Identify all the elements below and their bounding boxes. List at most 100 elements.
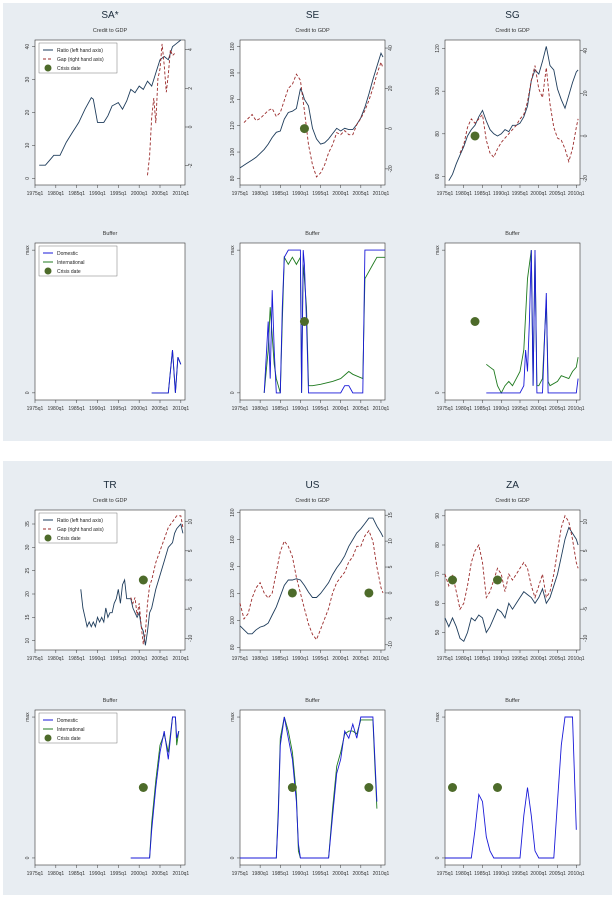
panel-subtitle: Credit to GDP: [93, 498, 128, 504]
y-tick-label-right: 10: [583, 519, 589, 525]
x-tick-label: 1990q1: [292, 656, 309, 662]
y-tick-label-right: -5: [188, 607, 194, 612]
y-tick-label-left: 100: [230, 148, 236, 157]
x-tick-label: 1995q1: [312, 191, 329, 197]
x-tick-label: 1995q1: [512, 406, 529, 412]
x-tick-label: 2000q1: [131, 191, 148, 197]
legend-label: Ratio (left hand axis): [57, 48, 103, 54]
x-tick-label: 1990q1: [493, 871, 510, 877]
legend-label: Crisis date: [57, 66, 81, 72]
crisis-marker: [299, 317, 309, 326]
y-tick-label: 0: [230, 391, 236, 394]
legend: Ratio (left hand axis) Gap (right hand ax…: [38, 42, 118, 74]
series-gap-line: [147, 43, 175, 176]
x-tick-label: 1985q1: [474, 871, 491, 877]
x-tick-label: 1990q1: [89, 191, 106, 197]
x-tick-label: 1985q1: [474, 406, 491, 412]
x-tick-label: 1975q1: [437, 871, 454, 877]
y-tick-label-left: 90: [435, 513, 441, 519]
x-tick-label: 1980q1: [47, 406, 64, 412]
x-tick-label: 2010q1: [172, 656, 189, 662]
x-tick-label: 2005q1: [352, 406, 369, 412]
y-tick-label-left: 100: [230, 616, 236, 625]
x-tick-label: 1980q1: [47, 191, 64, 197]
x-tick-label: 2005q1: [549, 191, 566, 197]
x-tick-label: 2005q1: [152, 191, 169, 197]
legend-label: Gap (right hand axis): [57, 527, 104, 533]
panel-title: ZA: [506, 480, 519, 491]
y-tick-label-right: 0: [583, 578, 589, 581]
series-ratio-line: [448, 46, 579, 181]
crisis-marker: [138, 575, 148, 585]
x-tick-label: 1995q1: [512, 191, 529, 197]
y-tick-label-left: 140: [230, 95, 236, 104]
x-tick-label: 1985q1: [474, 656, 491, 662]
y-tick-label-right: 0: [188, 125, 194, 128]
panel-subtitle: Buffer: [305, 698, 320, 704]
panel-subtitle: Buffer: [505, 698, 520, 704]
plot-area: [239, 242, 386, 401]
legend-box: [38, 42, 118, 74]
legend-label: Crisis date: [57, 736, 81, 742]
x-tick-label: 2000q1: [530, 871, 547, 877]
legend: Domestic International Crisis date: [38, 712, 118, 744]
y-tick-label-left: 80: [230, 175, 236, 181]
y-tick-label-left: 60: [435, 600, 441, 606]
x-tick-label: 2000q1: [530, 406, 547, 412]
x-tick-label: 1995q1: [110, 406, 127, 412]
y-tick-label-left: 25: [25, 568, 31, 574]
x-tick-label: 1980q1: [455, 871, 472, 877]
x-tick-label: 1990q1: [292, 191, 309, 197]
series-domestic-line: [240, 716, 378, 859]
x-tick-label: 2000q1: [332, 406, 349, 412]
y-tick-label-right: 0: [188, 578, 194, 581]
chart-panel-3: Buffer 1975q1 1980q1 1985q1 1990q1 1995q1 2000…: [25, 231, 189, 412]
x-tick-label: 1975q1: [232, 406, 249, 412]
x-tick-label: 2000q1: [131, 656, 148, 662]
series-domestic-line: [486, 250, 579, 394]
legend-label: International: [57, 727, 85, 733]
x-tick-label: 2010q1: [568, 191, 585, 197]
y-tick-label-right: -20: [583, 175, 589, 182]
y-tick-label-left: 140: [230, 562, 236, 571]
y-tick-label: max: [230, 245, 236, 255]
x-tick-label: 1985q1: [68, 656, 85, 662]
y-tick-label-right: 20: [583, 90, 589, 96]
y-tick-label-left: 35: [25, 521, 31, 527]
x-tick-label: 1990q1: [493, 406, 510, 412]
y-tick-label: 0: [435, 391, 441, 394]
y-tick-label-left: 15: [25, 614, 31, 620]
x-tick-label: 1985q1: [272, 871, 289, 877]
panel-title: SE: [306, 10, 320, 21]
y-tick-label-left: 160: [230, 69, 236, 78]
chart-panel-5: Buffer 1975q1 1980q1 1985q1 1990q1 1995q1 2000…: [435, 231, 585, 412]
x-tick-label: 1990q1: [292, 871, 309, 877]
x-tick-label: 1980q1: [47, 871, 64, 877]
x-tick-label: 1975q1: [27, 191, 44, 197]
series-gap-line: [243, 60, 384, 178]
crisis-marker: [299, 124, 309, 134]
y-tick-label-right: -10: [188, 635, 194, 642]
y-tick-label-right: 20: [388, 85, 394, 91]
x-tick-label: 1975q1: [437, 656, 454, 662]
x-tick-label: 1980q1: [455, 406, 472, 412]
x-tick-label: 2010q1: [373, 191, 390, 197]
x-tick-label: 1995q1: [312, 406, 329, 412]
x-tick-label: 2010q1: [373, 871, 390, 877]
y-tick-label-left: 10: [25, 142, 31, 148]
y-tick-label-right: 5: [583, 549, 589, 552]
x-tick-label: 1995q1: [312, 871, 329, 877]
x-tick-label: 1985q1: [272, 656, 289, 662]
legend-box: [38, 245, 118, 277]
x-tick-label: 2010q1: [172, 191, 189, 197]
panel-subtitle: Credit to GDP: [295, 28, 330, 34]
panel-title: SA*: [101, 10, 118, 21]
x-tick-label: 1980q1: [252, 406, 269, 412]
y-tick-label: max: [230, 712, 236, 722]
x-tick-label: 2000q1: [131, 871, 148, 877]
y-tick-label-right: 10: [388, 538, 394, 544]
x-tick-label: 2005q1: [352, 191, 369, 197]
y-tick-label: 0: [230, 856, 236, 859]
